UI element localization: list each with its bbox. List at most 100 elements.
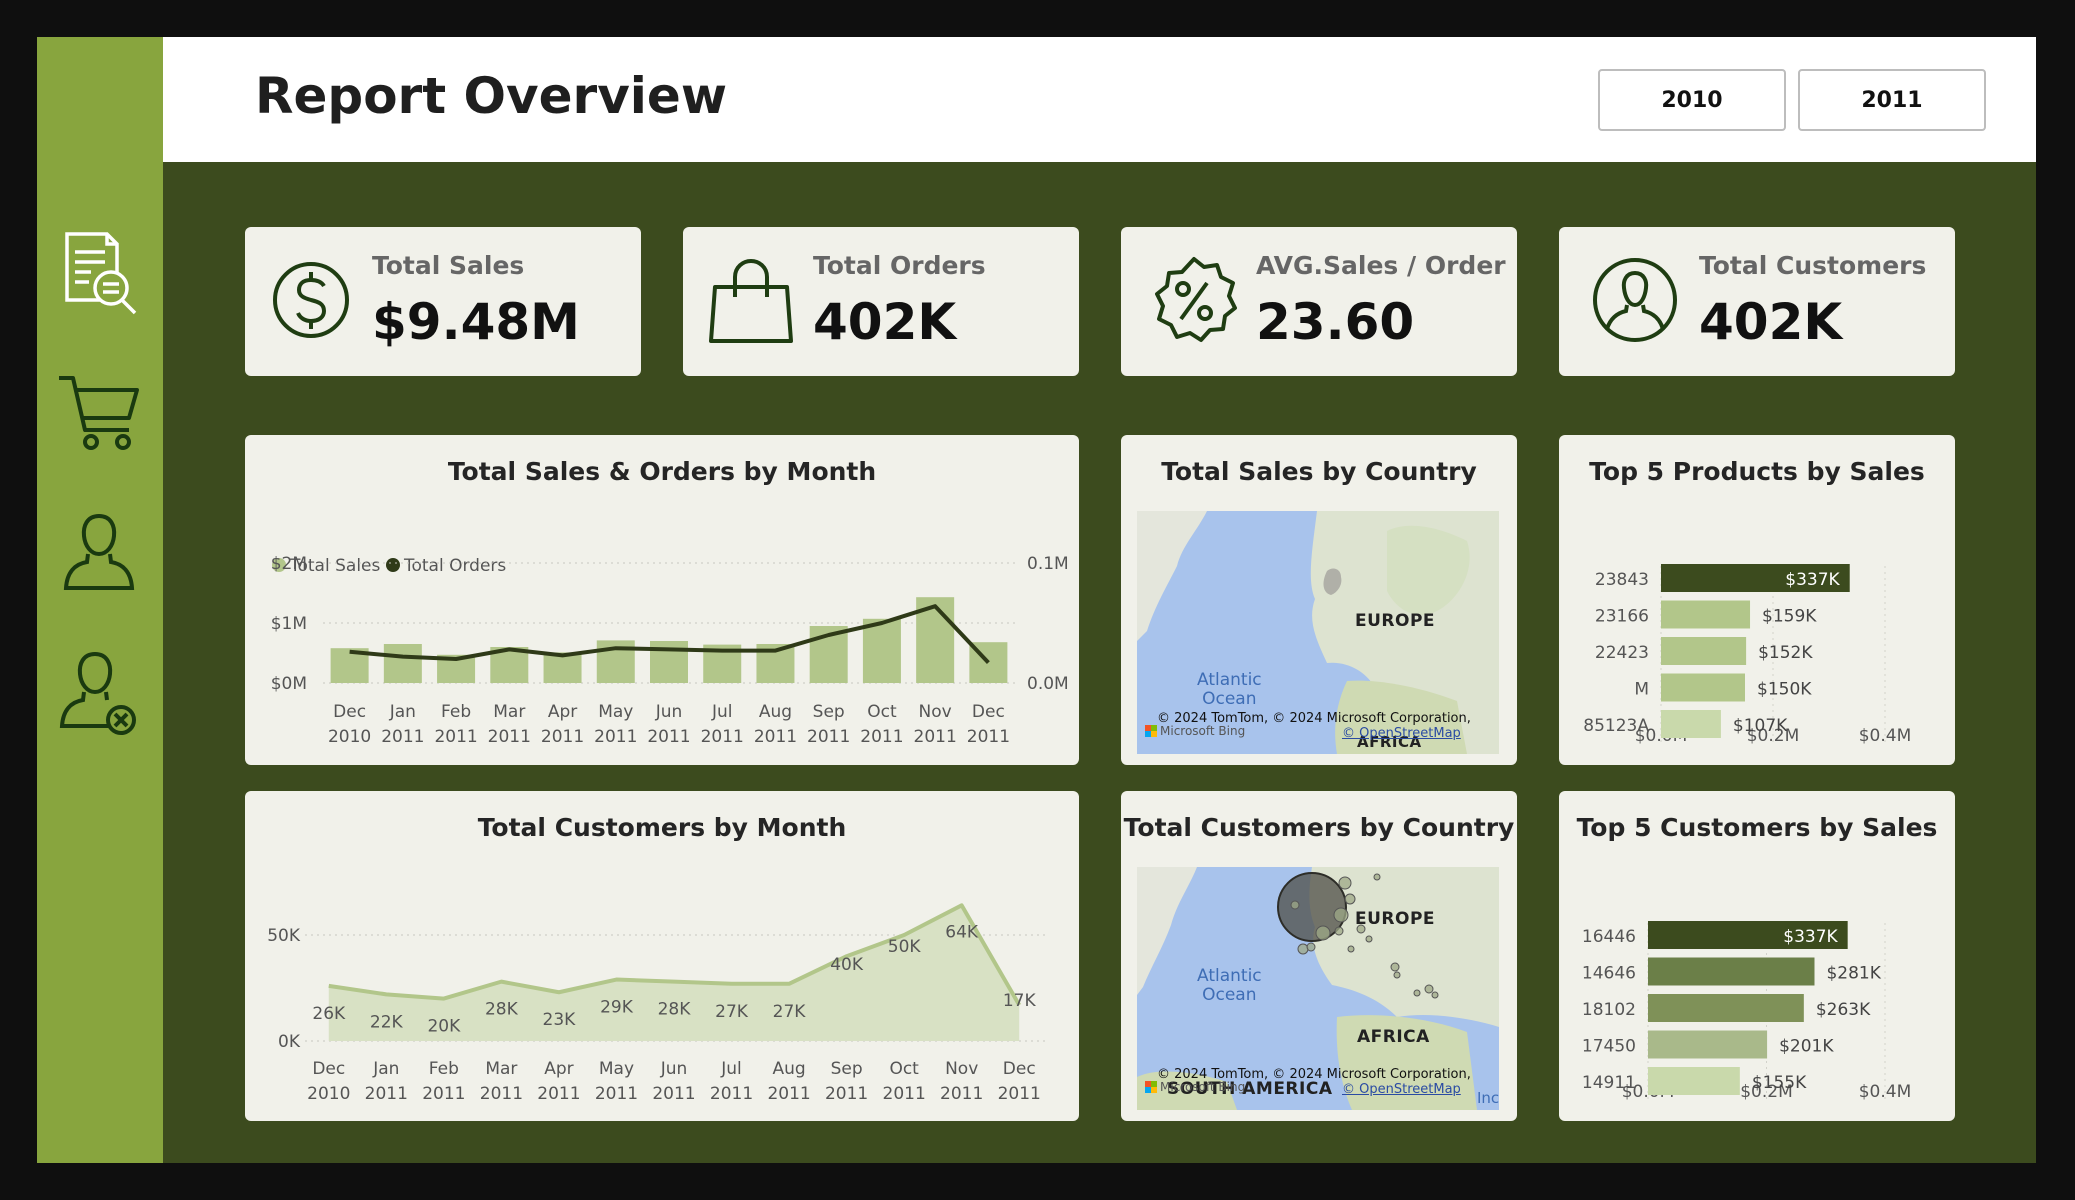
y-tick-label: $2M <box>271 554 307 574</box>
bar-4 <box>1661 710 1721 738</box>
year-2010-button[interactable]: 2010 <box>1598 69 1786 131</box>
x-tick-label-month: Jun <box>660 1059 688 1079</box>
x-tick-label-year: 2011 <box>541 727 584 747</box>
data-label: 29K <box>600 998 634 1018</box>
x-tick-label-month: Apr <box>544 1059 573 1079</box>
x-tick-label-month: Jan <box>389 702 416 722</box>
category-label: 85123A <box>1583 716 1649 736</box>
data-label: $281K <box>1826 964 1881 984</box>
x-tick-label-month: Jan <box>372 1059 399 1079</box>
chart-card-customers-month: Total Customers by Month 0K 50K 26K 22K 20K 2… <box>245 791 1079 1121</box>
data-label: 64K <box>945 922 979 942</box>
x-tick-label-month: May <box>599 1059 634 1079</box>
x-tick-label-year: 2011 <box>652 1084 695 1104</box>
x-tick-label-month: Mar <box>493 702 525 722</box>
kpi-card-total-customers: Total Customers 402K <box>1559 227 1955 376</box>
map-label-africa: AFRICA <box>1357 733 1422 751</box>
dashboard: Report Overview 2010 2011 Total Sales $9… <box>37 37 2036 1163</box>
data-label: $337K <box>1783 927 1838 947</box>
data-label: $337K <box>1785 570 1840 590</box>
map-osm-link[interactable]: © OpenStreetMap <box>1342 1082 1461 1097</box>
x-tick-label-year: 2010 <box>328 727 371 747</box>
chart-card-top-customers: Top 5 Customers by Sales $0.0M$0.2M$0.4M… <box>1559 791 1955 1121</box>
map-label-edge: Inc <box>1477 1089 1499 1107</box>
bar-1 <box>1648 957 1815 986</box>
data-label: $150K <box>1757 680 1812 700</box>
x-tick-label-year: 2010 <box>307 1084 350 1104</box>
bing-logo-icon: Microsoft Bing <box>1145 1080 1245 1094</box>
y-tick-label: 50K <box>267 926 301 946</box>
x-tick-label: $0.2M <box>1740 1082 1793 1102</box>
x-tick-label-year: 2011 <box>860 727 903 747</box>
user-remove-icon[interactable] <box>55 642 145 742</box>
sales-orders-chart: Total Sales Total Orders $0M $1M $2M 0.0M 0.1M… <box>271 554 1069 747</box>
map-copyright: © 2024 TomTom, © 2024 Microsoft Corporat… <box>1157 711 1471 726</box>
chart-title: Total Customers by Country <box>1123 813 1515 842</box>
chart-title: Top 5 Products by Sales <box>1589 457 1925 486</box>
x-tick-label-year: 2011 <box>434 727 477 747</box>
bar-sales-10 <box>862 618 901 683</box>
user-circle-icon <box>1593 255 1679 345</box>
customers-area-chart: 0K 50K 26K 22K 20K 28K 23K 29K 28K 27K 27K 40K 50K 64… <box>267 903 1045 1104</box>
data-label: $152K <box>1758 643 1813 663</box>
bar-0 <box>1661 564 1850 592</box>
chart-title: Top 5 Customers by Sales <box>1576 813 1938 842</box>
map-label-south-america: SOUTH AMERICA <box>1167 1079 1333 1099</box>
kpi-label: Total Sales <box>372 251 525 280</box>
user-icon[interactable] <box>55 502 145 602</box>
chart-card-top-products: Top 5 Products by Sales $0.0M$0.2M$0.4M2… <box>1559 435 1955 765</box>
bar-2 <box>1661 637 1747 665</box>
bing-label: Microsoft Bing <box>1160 724 1246 738</box>
x-tick-label-year: 2011 <box>701 727 744 747</box>
x-tick-label-month: Jul <box>711 702 733 722</box>
kpi-value: $9.48M <box>372 293 580 351</box>
x-tick-label-year: 2011 <box>647 727 690 747</box>
x-tick-label-year: 2011 <box>422 1084 465 1104</box>
shopping-cart-icon[interactable] <box>55 362 145 462</box>
area-customers <box>328 905 1020 1041</box>
bar-3 <box>1648 1030 1768 1059</box>
map-card-customers-country: Total Customers by Country EUROPE Atlant <box>1121 791 1517 1121</box>
data-label: 23K <box>543 1010 577 1030</box>
x-tick-label-month: Jul <box>720 1059 742 1079</box>
x-tick-label-month: Dec <box>1003 1059 1036 1079</box>
x-tick-label-year: 2011 <box>998 1084 1041 1104</box>
x-tick-label-month: Apr <box>548 702 577 722</box>
x-tick-label-month: Feb <box>429 1059 459 1079</box>
map-label-europe: EUROPE <box>1355 611 1436 631</box>
chart-title: Total Sales by Country <box>1161 457 1477 486</box>
map-osm-link[interactable]: © OpenStreetMap <box>1342 726 1461 741</box>
legend-label-orders: Total Orders <box>403 556 506 576</box>
top-customers-chart: $0.0M$0.2M$0.4M16446$337K14646$281K18102… <box>1582 921 1911 1102</box>
bar-sales-4 <box>543 652 582 683</box>
kpi-value: 402K <box>1699 293 1843 351</box>
kpi-card-total-sales: Total Sales $9.48M <box>245 227 641 376</box>
report-search-icon[interactable] <box>55 222 145 322</box>
data-label: 20K <box>427 1017 461 1037</box>
customers-country-map[interactable]: EUROPE Atlantic Ocean AFRICA © 2024 TomT… <box>1137 867 1499 1110</box>
x-tick-label: $0.2M <box>1747 726 1800 746</box>
percent-badge-icon <box>1151 255 1237 345</box>
x-tick-label-month: Sep <box>831 1059 863 1079</box>
x-tick-label-year: 2011 <box>825 1084 868 1104</box>
chart-title: Total Sales & Orders by Month <box>447 457 877 486</box>
chart-card-sales-orders-month: Total Sales & Orders by Month Total Sale… <box>245 435 1079 765</box>
x-tick-label-month: Dec <box>312 1059 345 1079</box>
map-label-europe: EUROPE <box>1355 909 1436 929</box>
year-2011-button[interactable]: 2011 <box>1798 69 1986 131</box>
map-label-africa: AFRICA <box>1357 1027 1430 1047</box>
x-tick-label-month: Oct <box>867 702 897 722</box>
data-label: $159K <box>1762 607 1817 627</box>
category-label: 23166 <box>1595 607 1649 627</box>
legend-marker-sales <box>272 558 286 572</box>
category-label: 14646 <box>1582 964 1636 984</box>
sales-country-map[interactable]: EUROPE Atlantic Ocean AFRICA © 2024 TomT… <box>1137 511 1499 754</box>
y-tick-label: 0K <box>278 1032 301 1052</box>
data-label: $201K <box>1779 1037 1834 1057</box>
data-label: 17K <box>1003 991 1037 1011</box>
x-tick-label-month: Aug <box>772 1059 805 1079</box>
x-tick-label-year: 2011 <box>365 1084 408 1104</box>
bar-sales-1 <box>383 644 422 683</box>
category-label: 17450 <box>1582 1037 1636 1057</box>
header: Report Overview 2010 2011 <box>163 37 2036 162</box>
